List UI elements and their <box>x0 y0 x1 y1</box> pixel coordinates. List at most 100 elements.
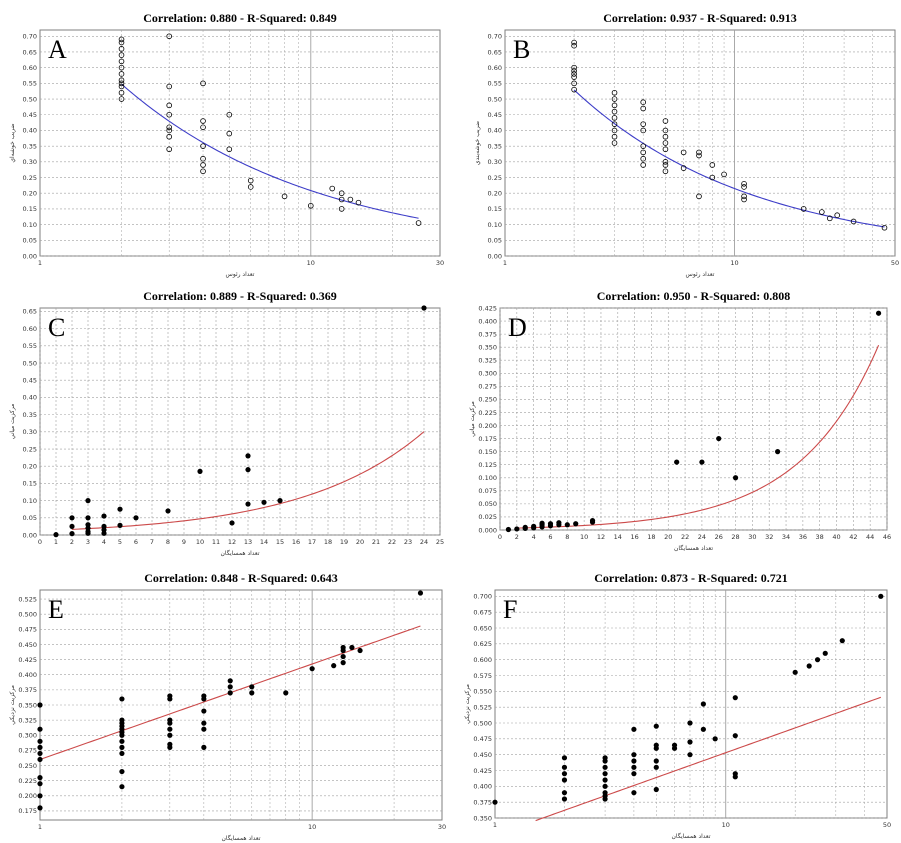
y-tick-label: 0.500 <box>473 719 492 727</box>
y-tick-label: 0.550 <box>473 688 492 696</box>
data-point <box>340 644 346 651</box>
y-tick-label: 0.40 <box>23 127 37 135</box>
data-point <box>741 184 747 190</box>
data-point <box>309 666 315 672</box>
data-point <box>37 793 43 799</box>
y-tick-label: 0.50 <box>23 95 37 103</box>
x-tick-label: 40 <box>832 533 840 541</box>
data-point <box>709 162 716 168</box>
data-point <box>283 690 289 696</box>
data-point <box>662 127 669 134</box>
data-point <box>878 593 884 599</box>
chart-panel-e: Correlation: 0.848 - R-Squared: 0.643 0.1… <box>9 571 446 842</box>
data-point <box>662 146 669 153</box>
data-point <box>792 669 798 675</box>
x-tick-label: 6 <box>548 533 552 541</box>
x-tick-label: 7 <box>150 538 154 546</box>
data-point <box>662 133 669 140</box>
data-point <box>602 783 608 789</box>
x-tick-label: 0 <box>498 533 502 541</box>
data-point <box>571 68 577 74</box>
data-point <box>631 790 637 796</box>
x-tick-label: 18 <box>647 533 655 541</box>
data-point <box>85 498 91 504</box>
x-tick-label: 28 <box>731 533 739 541</box>
data-point <box>200 124 206 131</box>
data-point <box>245 453 251 459</box>
data-point <box>522 524 528 530</box>
fit-line <box>535 696 881 822</box>
data-point <box>741 181 747 187</box>
chart-panel-f: Correlation: 0.873 - R-Squared: 0.721 0.3… <box>464 571 891 840</box>
x-tick-label: 10 <box>730 259 738 267</box>
data-point <box>839 638 845 644</box>
data-point <box>611 115 618 121</box>
data-point <box>653 764 659 770</box>
y-tick-label: 0.60 <box>23 325 37 333</box>
data-point <box>119 750 125 757</box>
data-point <box>166 33 173 40</box>
data-point <box>37 756 43 763</box>
y-tick-label: 0.25 <box>23 445 37 453</box>
y-tick-label: 0.525 <box>473 703 492 711</box>
y-tick-label: 0.65 <box>488 48 502 56</box>
data-point <box>687 739 693 745</box>
data-point <box>340 653 346 660</box>
data-point <box>640 127 647 134</box>
data-point <box>640 162 647 168</box>
y-tick-label: 0.175 <box>18 807 37 815</box>
data-point <box>421 305 427 311</box>
data-point <box>166 124 173 131</box>
data-point <box>602 764 608 770</box>
data-point <box>226 146 233 153</box>
x-tick-label: 9 <box>182 538 186 546</box>
data-point <box>101 523 107 530</box>
data-point <box>200 162 206 168</box>
data-point <box>37 738 43 744</box>
data-point <box>166 102 173 109</box>
y-tick-label: 0.150 <box>478 448 497 456</box>
data-point <box>611 102 618 109</box>
data-point <box>200 80 206 87</box>
data-point <box>775 449 781 455</box>
y-tick-label: 0.25 <box>23 174 37 182</box>
x-tick-label: 14 <box>614 533 622 541</box>
x-tick-label: 50 <box>891 259 899 267</box>
y-tick-label: 0.625 <box>473 640 492 648</box>
data-point <box>611 127 618 134</box>
x-tick-label: 1 <box>38 823 42 831</box>
data-point <box>118 52 125 58</box>
data-point <box>571 74 577 80</box>
y-tick-label: 0.450 <box>473 751 492 759</box>
data-point <box>118 83 125 90</box>
data-point <box>662 118 669 124</box>
x-tick-label: 50 <box>883 821 891 829</box>
data-point <box>561 796 568 802</box>
y-tick-label: 0.425 <box>478 304 497 312</box>
data-point <box>547 521 554 527</box>
x-tick-label: 13 <box>244 538 252 546</box>
x-tick-label: 30 <box>438 823 446 831</box>
data-point <box>197 468 203 474</box>
data-point <box>37 744 43 750</box>
x-tick-label: 18 <box>324 538 332 546</box>
y-tick-label: 0.325 <box>18 716 37 724</box>
y-tick-label: 0.600 <box>473 656 492 664</box>
x-tick-label: 10 <box>307 259 315 267</box>
data-point <box>201 720 207 726</box>
plot-area <box>504 29 896 257</box>
x-tick-label: 10 <box>722 821 730 829</box>
data-point <box>37 781 43 787</box>
y-tick-label: 0.25 <box>488 174 502 182</box>
x-tick-label: 4 <box>532 533 536 541</box>
data-point <box>631 771 637 777</box>
x-axis-label: تعداد رئوس <box>226 271 255 278</box>
chart-panel-b: Correlation: 0.937 - R-Squared: 0.913 0.0… <box>474 11 899 278</box>
y-tick-label: 0.55 <box>23 80 37 88</box>
data-point <box>662 140 669 146</box>
y-tick-label: 0.20 <box>23 190 37 198</box>
x-tick-label: 30 <box>436 259 444 267</box>
y-tick-label: 0.225 <box>478 409 497 417</box>
data-point <box>611 89 618 96</box>
data-point <box>338 190 345 197</box>
